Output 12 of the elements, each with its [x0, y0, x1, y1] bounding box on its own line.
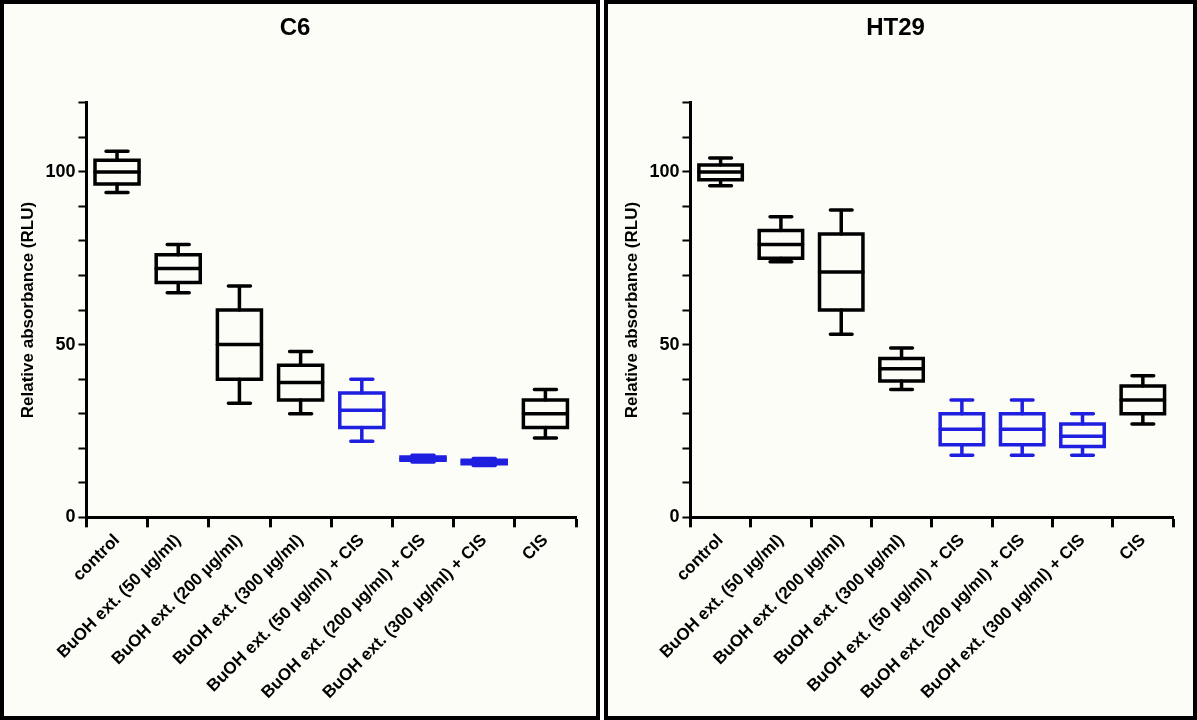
x-tick-label: CIS [518, 530, 552, 564]
y-tick-label: 100 [649, 160, 680, 181]
y-tick-label: 0 [669, 506, 680, 527]
y-tick-label: 100 [45, 160, 76, 181]
y-axis-title: Relative absorbance (RLU) [17, 201, 37, 419]
x-tick-label: CIS [1115, 530, 1149, 564]
chart-title: HT29 [866, 13, 925, 41]
y-tick-label: 50 [55, 333, 76, 354]
y-tick-label: 0 [65, 506, 76, 527]
y-tick-label: 50 [659, 333, 680, 354]
chart-title: C6 [279, 13, 311, 41]
y-axis-title: Relative absorbance (RLU) [621, 201, 641, 419]
